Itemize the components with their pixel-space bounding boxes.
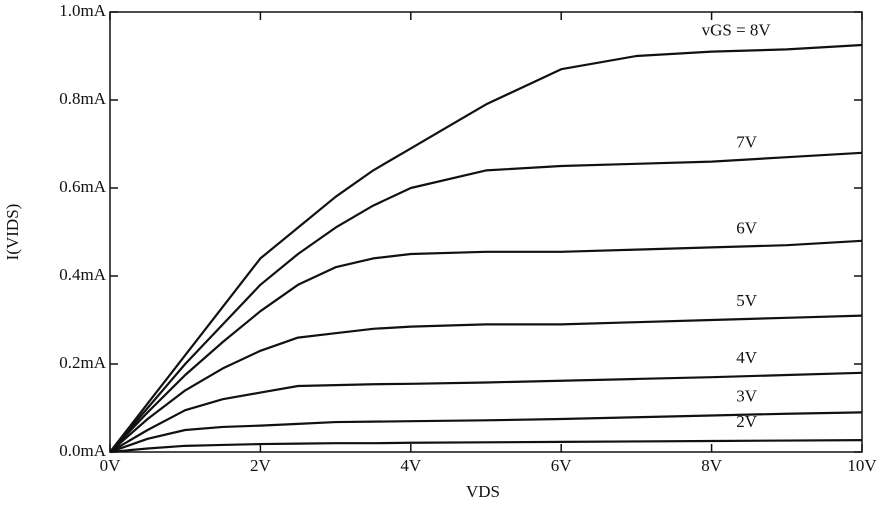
x-axis-label: VDS bbox=[466, 482, 500, 501]
series-line bbox=[109, 439, 863, 454]
series-label: 6V bbox=[736, 218, 758, 237]
series-label: 3V bbox=[736, 386, 758, 405]
y-tick-label: 0.6mA bbox=[59, 177, 106, 196]
x-tick-label: 4V bbox=[400, 456, 422, 475]
series-line bbox=[109, 411, 863, 454]
series-label: 2V bbox=[736, 412, 758, 431]
series-label: vGS = 8V bbox=[702, 21, 772, 40]
series-line bbox=[109, 371, 863, 453]
y-tick-label: 0.2mA bbox=[59, 353, 106, 372]
x-tick-label: 10V bbox=[847, 456, 877, 475]
series-line bbox=[109, 239, 863, 453]
plot-frame bbox=[109, 11, 863, 453]
x-tick-label: 6V bbox=[551, 456, 573, 475]
series-line bbox=[109, 314, 863, 453]
y-tick-label: 1.0mA bbox=[59, 1, 106, 20]
series-label: 5V bbox=[736, 291, 758, 310]
y-tick-label: 0.4mA bbox=[59, 265, 106, 284]
x-tick-label: 2V bbox=[250, 456, 272, 475]
series-label: 4V bbox=[736, 348, 758, 367]
series-label: 7V bbox=[736, 133, 758, 152]
series-line bbox=[109, 43, 863, 453]
series-line bbox=[109, 151, 863, 453]
y-axis-label: I(VIDS) bbox=[3, 204, 22, 261]
y-tick-label: 0.0mA bbox=[59, 441, 106, 460]
y-tick-label: 0.8mA bbox=[59, 89, 106, 108]
x-tick-label: 8V bbox=[701, 456, 723, 475]
x-tick-label: 0V bbox=[100, 456, 122, 475]
